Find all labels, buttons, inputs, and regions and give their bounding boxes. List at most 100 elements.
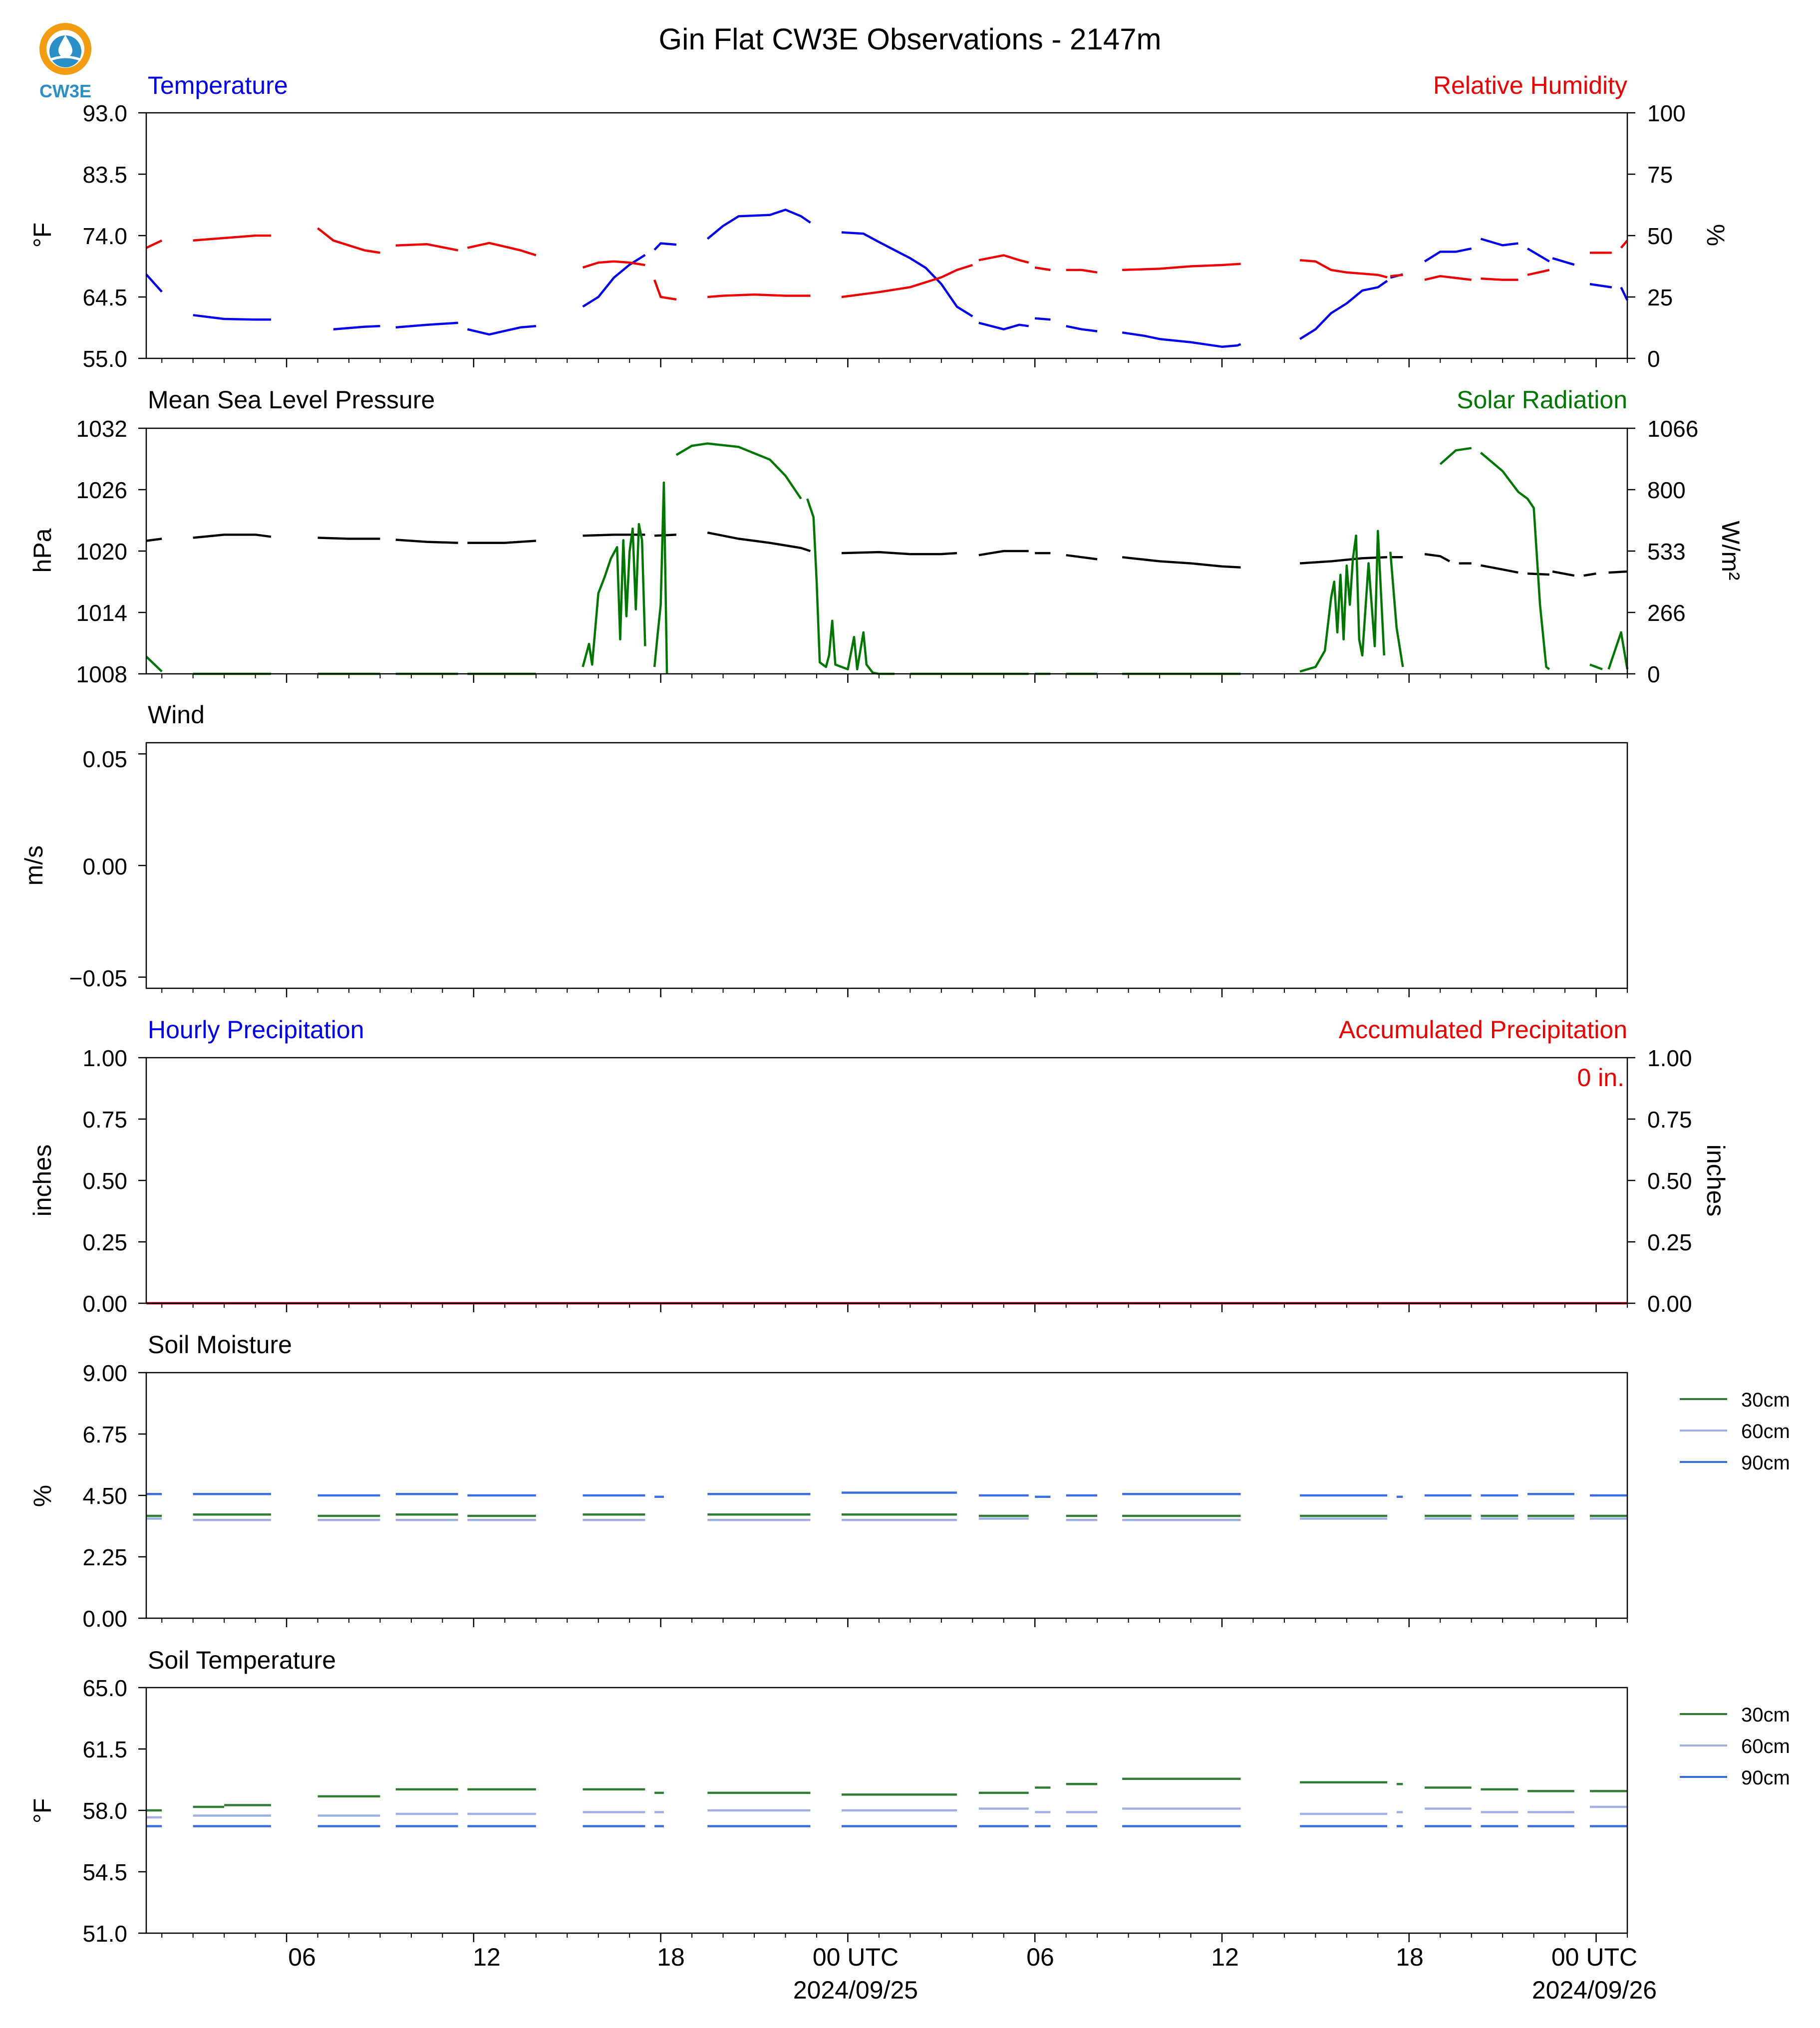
y-tick-label: 0.25 <box>1647 1229 1692 1255</box>
humidity-title: Relative Humidity <box>1433 71 1627 99</box>
y-tick-label: 1.00 <box>82 1045 127 1071</box>
y-tick-label: 0.00 <box>82 1291 127 1317</box>
solar-axis-label: W/m² <box>1717 521 1745 580</box>
wind-panel: Wind m/s 0.05 0.00 −0.05 <box>20 701 1628 997</box>
date-label: 2024/09/25 <box>793 1976 918 2004</box>
humidity-axis-label: % <box>1702 224 1730 246</box>
precip-y-ticks: 1.00 0.75 0.50 0.25 0.00 <box>82 1045 127 1317</box>
y-tick-label: −0.05 <box>69 965 127 991</box>
legend-label: 90cm <box>1741 1452 1790 1474</box>
series-temperature-line <box>145 208 1629 348</box>
y-tick-label: 1014 <box>76 600 127 626</box>
hourly-precip-title: Hourly Precipitation <box>148 1016 364 1044</box>
x-tick-label: 06 <box>288 1943 316 1971</box>
soil-moisture-title: Soil Moisture <box>148 1331 292 1359</box>
precip-panel: Hourly Precipitation Accumulated Precipi… <box>28 1016 1730 1317</box>
soil-temperature-axis-label: °F <box>28 1798 56 1824</box>
temperature-panel: Temperature Relative Humidity °F % 93.0 … <box>28 71 1730 372</box>
x-tick-label: 00 UTC <box>813 1943 899 1971</box>
soil-temperature-title: Soil Temperature <box>148 1646 336 1674</box>
soil-moisture-panel: Soil Moisture % 9.00 6.75 4.50 2.25 0.00… <box>28 1331 1790 1632</box>
cw3e-logo: CW3E <box>39 23 91 101</box>
precip-axis-label: inches <box>28 1145 56 1217</box>
y-tick-label: 61.5 <box>82 1737 127 1762</box>
y-tick-label: 0.50 <box>82 1168 127 1194</box>
legend-label: 60cm <box>1741 1736 1790 1757</box>
y-tick-label: 266 <box>1647 600 1686 626</box>
water-drop-icon <box>58 35 72 57</box>
y-tick-label: 0 <box>1647 661 1660 687</box>
temperature-frame <box>145 112 1628 359</box>
y-tick-label: 75 <box>1647 162 1673 188</box>
precip-frame <box>145 1057 1628 1304</box>
y-tick-label: 93.0 <box>82 100 127 126</box>
soil-temperature-panel: Soil Temperature °F 65.0 61.5 58.0 54.5 … <box>28 1646 1790 1947</box>
x-tick-label: 06 <box>1026 1943 1054 1971</box>
legend-label: 90cm <box>1741 1767 1790 1789</box>
series-solar-radiation-line <box>145 442 1629 675</box>
y-tick-label: 0.25 <box>82 1229 127 1255</box>
soil-moisture-axis-label: % <box>28 1485 56 1507</box>
wind-axis-label: m/s <box>20 846 48 886</box>
series-mean-sea-level-pressure-line <box>146 531 1628 577</box>
y-tick-label: 1008 <box>76 661 127 687</box>
y-tick-label: 54.5 <box>82 1859 127 1885</box>
wind-y-ticks: 0.05 0.00 −0.05 <box>69 746 127 991</box>
soil-moisture-legend: 30cm 60cm 90cm <box>1680 1389 1790 1474</box>
solar-y-ticks: 1066 800 533 266 0 <box>1647 416 1698 687</box>
y-tick-label: 0.00 <box>82 1606 127 1632</box>
y-tick-label: 533 <box>1647 539 1686 565</box>
solar-title: Solar Radiation <box>1457 386 1627 414</box>
temperature-axis-label: °F <box>28 223 56 248</box>
y-tick-label: 9.00 <box>82 1360 127 1386</box>
x-tick-label: 18 <box>1396 1943 1424 1971</box>
y-tick-label: 74.0 <box>82 223 127 249</box>
y-tick-label: 0.05 <box>82 746 127 772</box>
accum-precip-value: 0 in. <box>1577 1064 1624 1092</box>
legend-label: 30cm <box>1741 1704 1790 1726</box>
y-tick-label: 0.75 <box>1647 1107 1692 1133</box>
y-tick-label: 51.0 <box>82 1921 127 1947</box>
y-tick-label: 0.00 <box>82 854 127 879</box>
x-tick-label: 12 <box>473 1943 501 1971</box>
date-label: 2024/09/26 <box>1532 1976 1657 2004</box>
pressure-frame <box>145 427 1628 675</box>
series-relative-humidity-line <box>146 227 1628 301</box>
pressure-plot-area <box>138 427 1635 683</box>
pressure-y-ticks: 1032 1026 1020 1014 1008 <box>76 416 127 687</box>
y-tick-label: 83.5 <box>82 162 127 188</box>
logo-text: CW3E <box>39 81 91 101</box>
y-tick-label: 0.00 <box>1647 1291 1692 1317</box>
soil-moisture-frame <box>145 1372 1628 1619</box>
y-tick-label: 1.00 <box>1647 1045 1692 1071</box>
figure-title: Gin Flat CW3E Observations - 2147m <box>658 22 1161 56</box>
y-tick-label: 1066 <box>1647 416 1698 442</box>
y-tick-label: 6.75 <box>82 1422 127 1448</box>
y-tick-label: 800 <box>1647 477 1686 503</box>
x-tick-label: 00 UTC <box>1551 1943 1637 1971</box>
soil-temperature-plot-area <box>138 1687 1628 1942</box>
pressure-axis-label: hPa <box>28 528 56 573</box>
wind-plot-area <box>138 753 1628 997</box>
soil-temperature-legend: 30cm 60cm 90cm <box>1680 1704 1790 1789</box>
y-tick-label: 1032 <box>76 416 127 442</box>
wind-title: Wind <box>148 701 205 729</box>
soil-temperature-frame <box>145 1687 1628 1934</box>
temperature-title: Temperature <box>148 71 288 99</box>
temperature-y-ticks: 93.0 83.5 74.0 64.5 55.0 <box>82 100 127 372</box>
accum-axis-label: inches <box>1702 1145 1730 1217</box>
pressure-panel: Mean Sea Level Pressure Solar Radiation … <box>28 386 1745 687</box>
y-tick-label: 0 <box>1647 346 1660 372</box>
accum-precip-title: Accumulated Precipitation <box>1339 1016 1627 1044</box>
x-tick-label: 18 <box>657 1943 685 1971</box>
y-tick-label: 2.25 <box>82 1544 127 1570</box>
y-tick-label: 55.0 <box>82 346 127 372</box>
x-tick-label: 12 <box>1211 1943 1239 1971</box>
y-tick-label: 50 <box>1647 223 1673 249</box>
y-tick-label: 25 <box>1647 285 1673 310</box>
temperature-plot-area <box>138 112 1635 367</box>
accum-y-ticks: 1.00 0.75 0.50 0.25 0.00 <box>1647 1045 1692 1317</box>
y-tick-label: 4.50 <box>82 1483 127 1509</box>
soil-moisture-plot-area <box>138 1372 1628 1627</box>
wind-frame <box>145 742 1628 989</box>
